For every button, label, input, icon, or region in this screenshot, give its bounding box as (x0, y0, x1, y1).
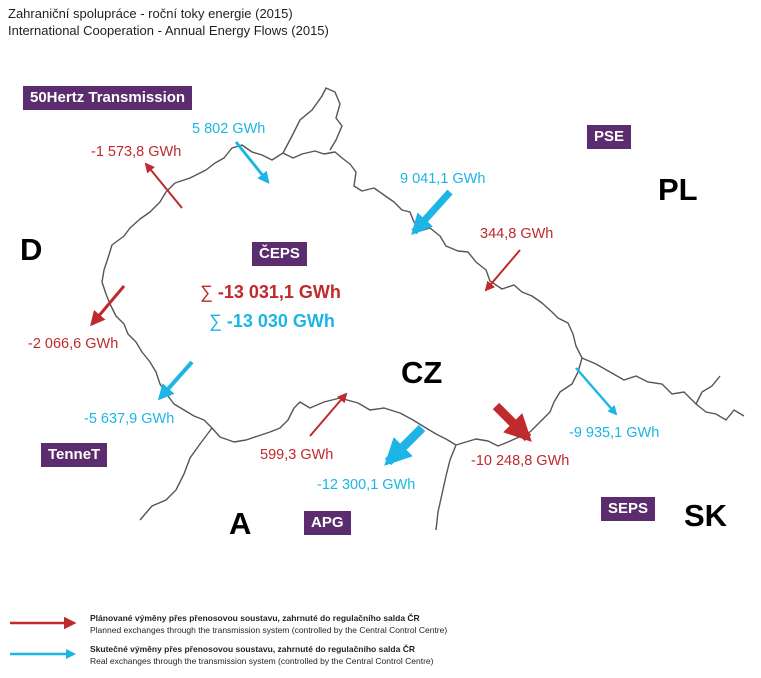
at-sk-border (435, 444, 457, 531)
hertz-real-arrow (234, 141, 270, 184)
country-label-czech: CZ (401, 355, 443, 390)
sum-symbol-real: ∑ (209, 311, 222, 331)
map-title-czech: Zahraniční spolupráce - roční toky energ… (8, 6, 293, 21)
flow-hertz-planned: -1 573,8 GWh (91, 144, 182, 160)
flow-hertz-real: 5 802 GWh (192, 121, 266, 137)
total-real-value: -13 030 GWh (226, 311, 335, 331)
de-pl-border (282, 87, 343, 154)
tennet-real-arrow (157, 360, 194, 401)
de-at-border (139, 427, 213, 521)
badge-seps: SEPS (601, 497, 656, 521)
apg-real-arrow (384, 424, 426, 466)
flow-apg-planned: 599,3 GWh (260, 447, 334, 463)
flow-pse-real: 9 041,1 GWh (400, 171, 486, 187)
badge-50hertz: 50Hertz Transmission (23, 86, 193, 110)
badge-tennet: TenneT (41, 443, 108, 467)
map-title-english: International Cooperation - Annual Energ… (8, 23, 329, 38)
flow-pse-planned: 344,8 GWh (480, 226, 554, 242)
legend-real-en: Real exchanges through the transmission … (90, 656, 434, 666)
flow-seps-real: -9 935,1 GWh (569, 425, 660, 441)
seps-real-arrow (575, 367, 618, 416)
sum-symbol-planned: ∑ (200, 282, 213, 302)
legend-planned-en: Planned exchanges through the transmissi… (90, 625, 448, 635)
total-planned-value: -13 031,1 GWh (217, 282, 341, 302)
country-label-slovakia: SK (684, 498, 728, 533)
hertz-planned-arrow (144, 162, 183, 209)
legend-planned-arrow (10, 616, 77, 630)
flow-apg-real: -12 300,1 GWh (317, 477, 416, 493)
seps-planned-arrow (492, 402, 532, 442)
legend-real-cz: Skutečné výměny přes přenosovou soustavu… (90, 644, 415, 654)
apg-planned-arrow (309, 392, 348, 437)
tennet-planned-arrow (90, 285, 126, 327)
total-real: ∑ -13 030 GWh (209, 311, 335, 332)
badge-apg: APG (304, 511, 351, 535)
country-label-poland: PL (658, 172, 698, 207)
country-label-austria: A (229, 506, 252, 541)
badge-pse: PSE (587, 125, 632, 149)
badge-ceps: ČEPS (252, 242, 307, 266)
flow-tennet-real: -5 637,9 GWh (84, 411, 175, 427)
country-label-germany: D (20, 232, 43, 267)
flow-tennet-planned: -2 066,6 GWh (28, 336, 119, 352)
total-planned: ∑ -13 031,1 GWh (200, 282, 341, 303)
pl-ua-border (695, 375, 721, 405)
pse-planned-arrow (484, 249, 521, 292)
flow-seps-planned: -10 248,8 GWh (471, 453, 570, 469)
cz-border (101, 144, 583, 447)
pse-real-arrow (411, 189, 453, 236)
legend-real-arrow (10, 649, 76, 659)
pl-sk-border (581, 357, 745, 421)
legend-planned-cz: Plánované výměny přes přenosovou soustav… (90, 613, 420, 623)
